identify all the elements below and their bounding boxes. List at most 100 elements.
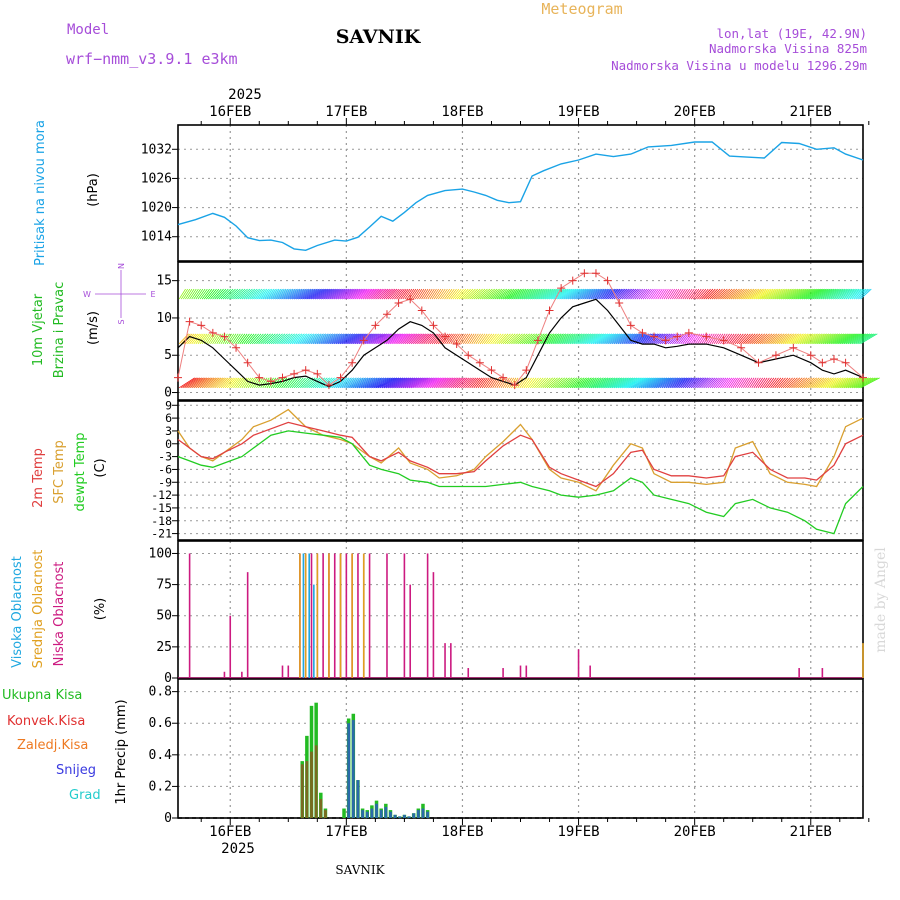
precip-bar <box>305 761 309 818</box>
wind-barb <box>387 377 408 389</box>
wind-barb <box>410 377 429 389</box>
wind-barb <box>450 333 458 345</box>
wind-barb <box>784 333 802 345</box>
wind-barb <box>763 377 772 389</box>
wind-barb <box>841 333 861 345</box>
wind-barb <box>791 288 811 300</box>
wind-barb <box>586 333 607 345</box>
model-label: Model <box>67 22 109 38</box>
model-name: wrf−nmm_v3.9.1 e3km <box>66 50 238 68</box>
wind-barb <box>279 288 298 300</box>
wind-barb <box>421 333 432 345</box>
wind-barb <box>458 377 470 389</box>
wind-barb <box>628 377 648 389</box>
wind-barb <box>619 377 640 389</box>
wind-barb <box>486 333 495 345</box>
wind-barb <box>661 288 669 300</box>
precip-bar <box>342 808 346 818</box>
wind-barb <box>703 333 711 345</box>
wind-barb <box>321 377 335 389</box>
bottom-day-label: 18FEB <box>441 824 483 840</box>
wind-barb <box>274 377 283 389</box>
wind-barb <box>532 333 547 345</box>
wind-barb <box>659 377 677 389</box>
wind-barb <box>206 377 218 389</box>
wind-barb <box>768 288 788 300</box>
wind-barb <box>789 288 809 300</box>
wind-barb <box>624 377 644 389</box>
wind-barb <box>680 377 695 389</box>
wind-barb <box>404 377 423 389</box>
wind-barb <box>688 377 702 389</box>
wind-barb <box>362 377 382 389</box>
wind-barb <box>745 288 762 300</box>
wind-barb <box>304 333 322 345</box>
wind-barb <box>590 377 609 389</box>
wind-barb <box>563 288 583 300</box>
wind-barb <box>471 288 483 300</box>
wind-barb <box>371 288 383 300</box>
wind-barb <box>835 377 853 389</box>
wind-barb <box>534 288 554 300</box>
wind-barb <box>745 333 756 345</box>
wind-gust-marker <box>417 306 426 315</box>
wind-barb <box>408 377 427 389</box>
wind-barb <box>797 333 816 345</box>
wind-barb <box>435 288 444 300</box>
wind-barb <box>444 288 453 300</box>
wind-barb <box>653 288 661 300</box>
wind-barb <box>544 377 556 389</box>
wind-barb <box>617 377 638 389</box>
wind-barb <box>521 377 530 389</box>
wind-barb <box>356 333 376 345</box>
wind-barb <box>367 333 386 345</box>
precip-bar <box>300 764 304 818</box>
wind-barb <box>753 377 761 389</box>
wind-barb <box>686 288 695 300</box>
precip-bar <box>319 799 323 818</box>
wind-barb <box>622 377 642 389</box>
wind-barb <box>429 333 439 345</box>
wind-barb <box>463 333 471 345</box>
wind-gust-marker <box>441 332 450 341</box>
precip-bar <box>379 810 383 818</box>
wind-barb <box>814 288 833 300</box>
temp-title-1: 2m Temp <box>31 448 46 508</box>
wind-barb <box>241 377 250 389</box>
wind-barb <box>640 377 660 389</box>
wind-barb <box>289 333 305 345</box>
wind-barb <box>327 333 347 345</box>
wind-barb <box>473 377 482 389</box>
wind-barb <box>314 333 334 345</box>
wind-barb <box>214 377 225 389</box>
ytick-label: 0.8 <box>149 685 172 700</box>
wind-barb <box>787 288 807 300</box>
wind-barb <box>201 377 215 389</box>
wind-barb <box>471 377 481 389</box>
panel-0: 1014 1020 1026 1032 <box>141 124 864 262</box>
wind-barb <box>649 377 668 389</box>
wind-barb <box>745 377 753 389</box>
wind-barb <box>799 288 819 300</box>
wind-barb <box>477 333 486 345</box>
wind-gust-marker <box>650 332 659 341</box>
wind-barb <box>339 288 357 300</box>
wind-barb <box>853 288 867 300</box>
precip-bar <box>412 813 416 818</box>
wind-barb <box>187 288 195 300</box>
legend-freezing-rain: Zaledj.Kisa <box>17 738 88 753</box>
wind-barb <box>808 288 827 300</box>
wind-barb <box>772 377 782 389</box>
wind-barb <box>266 288 284 300</box>
wind-barb <box>473 333 481 345</box>
wind-gust-marker <box>545 306 554 315</box>
wind-barb <box>810 377 825 389</box>
wind-barb <box>356 288 371 300</box>
wind-barb <box>734 288 750 300</box>
wind-barb <box>812 288 831 300</box>
wind-barb <box>807 377 822 389</box>
wind-barb <box>801 377 815 389</box>
wind-barb <box>460 288 471 300</box>
top-day-label: 16FEB <box>209 104 251 120</box>
wind-barb <box>224 377 234 389</box>
